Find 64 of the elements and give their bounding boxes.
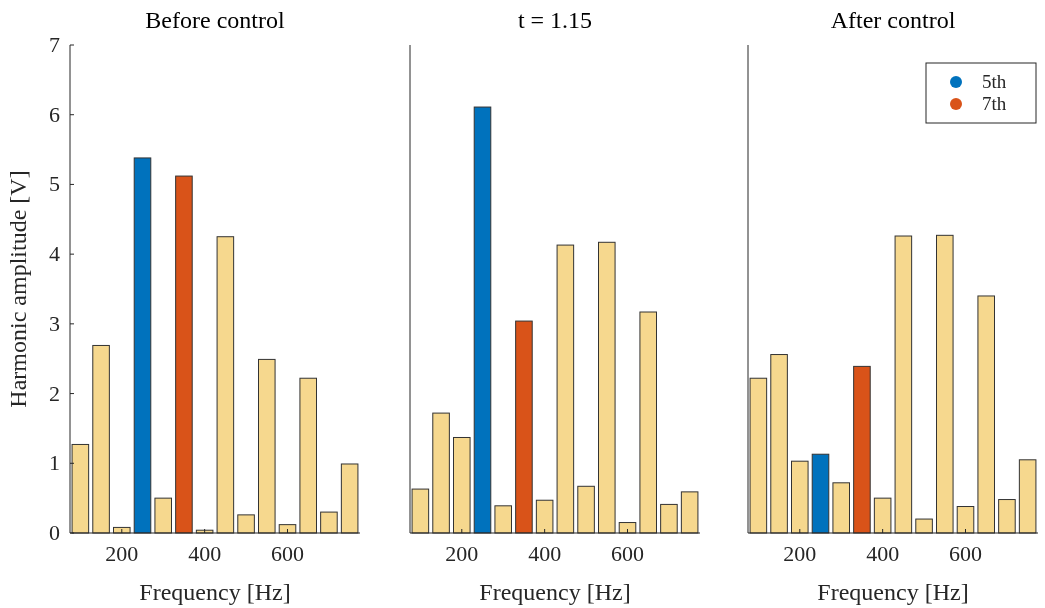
bar: [936, 234, 954, 534]
bar: [639, 311, 657, 534]
y-tick-label: 5: [49, 171, 60, 197]
bar: [515, 320, 533, 534]
bar: [340, 463, 359, 534]
bar: [133, 157, 152, 534]
y-tick-label: 4: [49, 241, 60, 267]
x-axis-title: Frequency [Hz]: [139, 579, 291, 605]
bar: [237, 514, 255, 534]
bar: [770, 354, 788, 534]
x-tick-label: 400: [188, 541, 222, 566]
bar: [154, 497, 172, 534]
bar: [432, 412, 450, 534]
bar: [853, 365, 871, 534]
legend-label: 7th: [982, 93, 1007, 114]
y-tick-label: 7: [49, 32, 60, 57]
x-tick-label: 600: [271, 541, 304, 566]
y-tick-label: 2: [49, 380, 60, 406]
bar: [299, 377, 317, 534]
bar: [535, 499, 554, 534]
bar: [998, 499, 1016, 534]
bar: [977, 295, 995, 534]
x-tick-label: 600: [949, 541, 982, 566]
x-tick-label: 200: [105, 541, 139, 566]
x-tick-label: 400: [866, 541, 900, 566]
x-axis-title: Frequency [Hz]: [817, 579, 969, 605]
x-tick-label: 200: [783, 541, 817, 566]
legend-label: 5th: [982, 71, 1007, 92]
bar: [791, 460, 809, 534]
bar: [577, 485, 595, 534]
bar: [598, 241, 616, 534]
chart-title: Before control: [145, 7, 285, 33]
bar: [175, 175, 193, 534]
bar: [1018, 459, 1037, 534]
bar: [216, 236, 235, 534]
x-tick-label: 600: [611, 541, 644, 566]
bar: [832, 482, 850, 534]
bar: [453, 436, 471, 534]
bar: [494, 505, 512, 534]
bar: [915, 518, 933, 534]
bar: [660, 503, 678, 534]
y-tick-label: 3: [49, 310, 60, 336]
chart-title: t = 1.15: [517, 7, 593, 33]
bar: [680, 491, 699, 534]
y-tick-label: 0: [49, 520, 60, 545]
bar: [258, 358, 276, 534]
bar: [473, 106, 492, 534]
bar: [956, 506, 975, 534]
y-axis-title: Harmonic amplitude [V]: [5, 170, 31, 408]
x-axis-title: Frequency [Hz]: [479, 579, 631, 605]
chart-title: After control: [830, 7, 956, 33]
bar: [71, 443, 90, 534]
bar: [894, 235, 913, 534]
bar: [749, 377, 768, 534]
x-tick-label: 200: [445, 541, 479, 566]
y-tick-label: 6: [49, 101, 60, 127]
bar: [556, 244, 575, 534]
bar: [411, 488, 430, 534]
bar: [873, 497, 892, 534]
bar: [320, 511, 338, 534]
bar: [811, 453, 830, 534]
bar: [92, 344, 110, 534]
y-tick-label: 1: [49, 450, 60, 476]
x-tick-label: 400: [528, 541, 562, 566]
